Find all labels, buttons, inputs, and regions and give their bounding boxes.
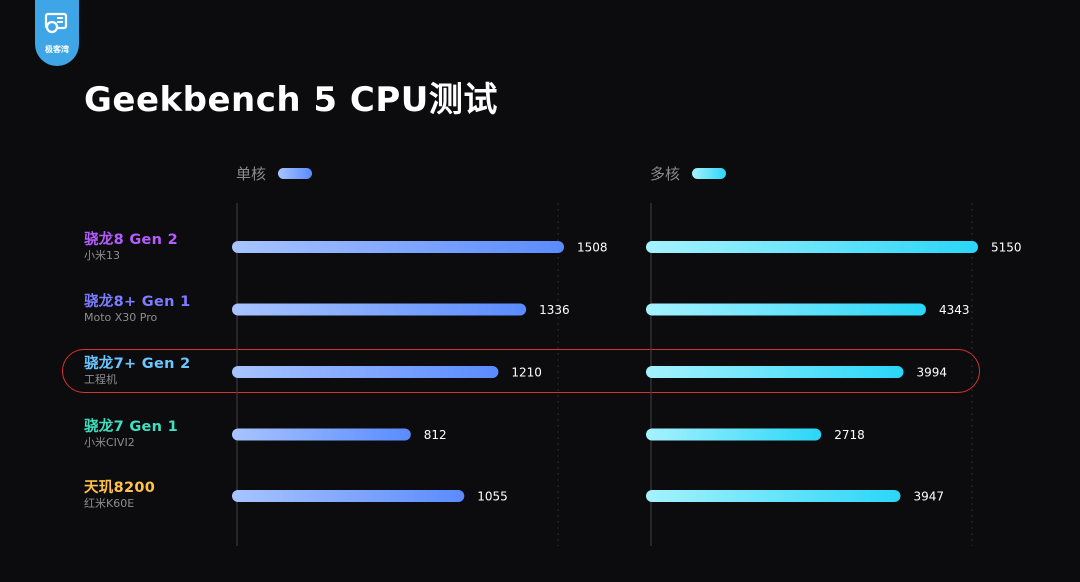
multi-bar bbox=[646, 490, 901, 502]
single-value-label: 812 bbox=[424, 428, 447, 442]
logo-icon bbox=[44, 12, 68, 34]
highlight-frame bbox=[62, 349, 980, 393]
chip-name: 骁龙7 Gen 1 bbox=[84, 419, 179, 435]
category-label: 天玑8200 红米K60E bbox=[84, 480, 155, 511]
device-name: 小米CIVI2 bbox=[84, 436, 135, 449]
single-bar bbox=[232, 303, 527, 316]
legend-single-swatch bbox=[278, 168, 313, 179]
chip-name: 骁龙7+ Gen 2 bbox=[84, 356, 191, 372]
multi-bar bbox=[646, 241, 978, 253]
device-name: 红米K60E bbox=[84, 497, 135, 510]
chip-name: 天玑8200 bbox=[84, 480, 156, 496]
single-bar bbox=[232, 490, 465, 502]
single-bar bbox=[232, 366, 499, 378]
device-name: Moto X30 Pro bbox=[84, 311, 158, 324]
legend-multi-swatch bbox=[692, 168, 727, 179]
legend-multi-label: 多核 bbox=[650, 165, 681, 183]
legend-single: 单核 bbox=[236, 163, 313, 184]
multi-value-label: 5150 bbox=[991, 241, 1022, 255]
single-bar bbox=[232, 428, 411, 441]
device-name: 工程机 bbox=[84, 373, 117, 386]
multi-value-label: 4343 bbox=[939, 303, 970, 317]
single-value-label: 1055 bbox=[477, 490, 508, 504]
multi-bar bbox=[646, 303, 926, 316]
category-label: 骁龙8+ Gen 1 Moto X30 Pro bbox=[84, 294, 190, 325]
single-value-label: 1210 bbox=[511, 366, 542, 380]
multi-bar bbox=[646, 428, 822, 441]
chip-name: 骁龙8+ Gen 1 bbox=[84, 294, 191, 310]
legend-multi: 多核 bbox=[650, 163, 727, 184]
multi-value-label: 3947 bbox=[913, 490, 944, 504]
device-name: 小米13 bbox=[84, 249, 120, 262]
page-title: Geekbench 5 CPU测试 bbox=[84, 80, 498, 120]
multi-bar bbox=[646, 366, 904, 378]
category-label: 骁龙7 Gen 1 小米CIVI2 bbox=[84, 419, 178, 450]
logo-text: 极客湾 bbox=[45, 45, 69, 54]
multi-value-label: 2718 bbox=[834, 428, 865, 442]
single-value-label: 1508 bbox=[577, 241, 608, 255]
category-label: 骁龙8 Gen 2 小米13 bbox=[84, 232, 178, 263]
chip-name: 骁龙8 Gen 2 bbox=[84, 232, 179, 248]
single-bar bbox=[232, 241, 564, 253]
category-label: 骁龙7+ Gen 2 工程机 bbox=[84, 356, 190, 387]
multi-value-label: 3994 bbox=[916, 366, 947, 380]
single-value-label: 1336 bbox=[539, 303, 570, 317]
site-logo: 极客湾 bbox=[35, 0, 79, 66]
legend-single-label: 单核 bbox=[236, 165, 267, 183]
